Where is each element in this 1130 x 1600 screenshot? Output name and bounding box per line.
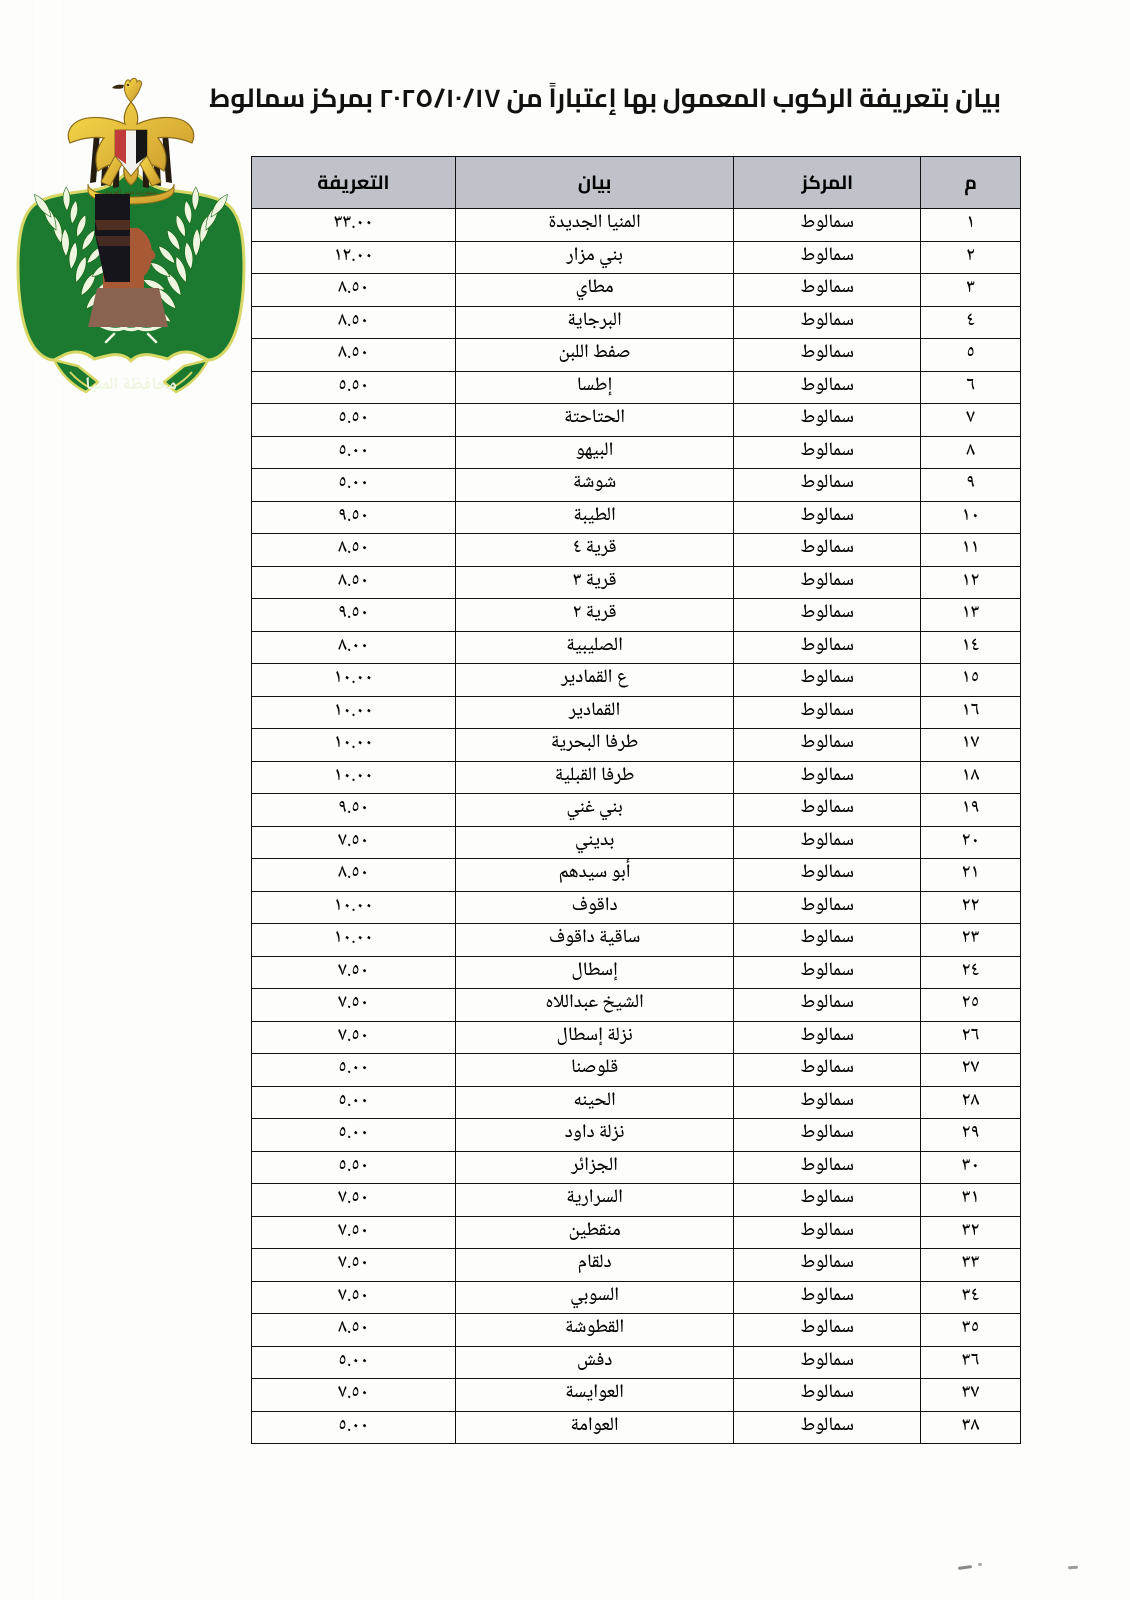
- svg-text:محافظة المنيا: محافظة المنيا: [85, 371, 177, 401]
